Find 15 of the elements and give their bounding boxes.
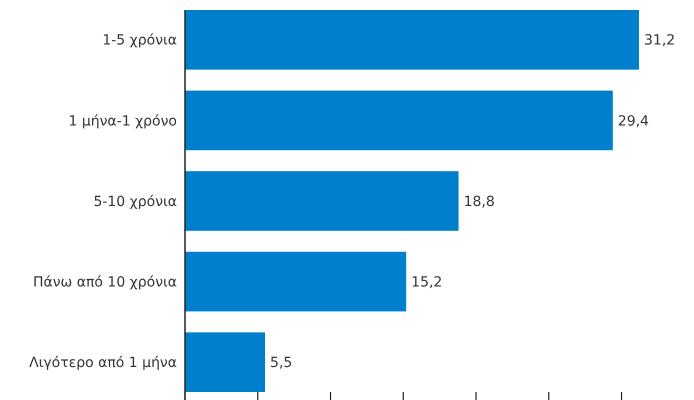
data-label: 29,4 (618, 113, 650, 130)
bar (185, 252, 406, 312)
bar (185, 10, 639, 70)
y-tick-label: Πάνω από 10 χρόνια (32, 274, 177, 290)
data-label: 5,5 (270, 355, 292, 372)
y-tick-label: 5-10 χρόνια (93, 194, 177, 210)
data-label: 15,2 (411, 274, 442, 290)
y-tick-label: 1-5 χρόνια (102, 32, 177, 49)
data-label: 18,8 (464, 194, 495, 210)
bar (185, 90, 613, 150)
bar (185, 332, 266, 392)
data-label: 31,2 (644, 32, 676, 49)
bar (185, 171, 459, 231)
y-tick-label: 1 μήνα-1 χρόνο (68, 113, 177, 130)
y-tick-label: Λιγότερο από 1 μήνα (29, 355, 177, 372)
